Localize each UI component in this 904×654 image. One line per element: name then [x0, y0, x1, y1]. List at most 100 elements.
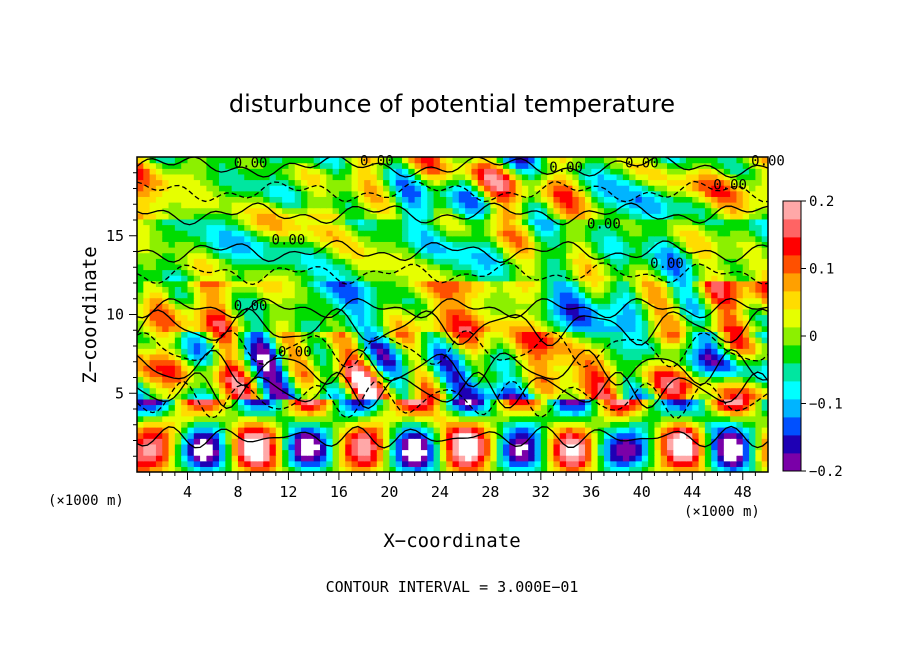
heatmap-cell — [755, 269, 763, 276]
heatmap-cell — [383, 218, 390, 226]
heatmap-cell — [654, 263, 662, 271]
heatmap-cell — [383, 297, 390, 304]
heatmap-cell — [698, 224, 706, 231]
heatmap-cell — [332, 314, 340, 321]
heatmap-cell — [730, 387, 738, 394]
heatmap-cell — [326, 275, 334, 282]
heatmap-cell — [547, 196, 555, 203]
heatmap-cell — [364, 370, 372, 377]
heatmap-cell — [301, 404, 308, 411]
heatmap-cell — [685, 196, 693, 203]
heatmap-cell — [547, 314, 555, 321]
heatmap-cell — [648, 432, 656, 439]
heatmap-cell — [395, 443, 403, 451]
heatmap-cell — [364, 269, 372, 276]
heatmap-cell — [641, 247, 649, 254]
heatmap-cell — [212, 325, 220, 332]
heatmap-cell — [282, 410, 290, 417]
heatmap-cell — [433, 230, 441, 237]
heatmap-cell — [408, 320, 416, 327]
heatmap-cell — [168, 325, 176, 332]
heatmap-cell — [307, 292, 315, 299]
heatmap-cell — [534, 365, 542, 372]
heatmap-cell — [711, 415, 719, 422]
heatmap-cell — [206, 353, 214, 361]
heatmap-cell — [566, 230, 573, 237]
heatmap-cell — [641, 449, 649, 456]
heatmap-cell — [351, 342, 359, 349]
heatmap-cell — [383, 455, 390, 462]
heatmap-cell — [383, 269, 390, 276]
heatmap-cell — [717, 382, 725, 389]
heatmap-cell — [288, 247, 296, 254]
heatmap-cell — [490, 308, 498, 316]
heatmap-cell — [433, 359, 441, 366]
heatmap-cell — [610, 455, 618, 462]
heatmap-cell — [742, 235, 750, 242]
heatmap-cell — [319, 353, 327, 361]
heatmap-cell — [547, 241, 555, 248]
heatmap-cell — [219, 314, 226, 321]
heatmap-cell — [723, 303, 731, 310]
heatmap-cell — [256, 196, 264, 203]
heatmap-cell — [319, 421, 327, 428]
heatmap-cell — [591, 353, 599, 361]
heatmap-cell — [395, 286, 403, 293]
heatmap-cell — [502, 348, 510, 355]
heatmap-cell — [755, 382, 763, 389]
heatmap-cell — [168, 432, 176, 439]
heatmap-cell — [629, 308, 637, 316]
heatmap-cell — [477, 398, 485, 406]
heatmap-cell — [162, 314, 170, 321]
heatmap-cell — [294, 314, 302, 321]
heatmap-cell — [641, 438, 649, 445]
heatmap-cell — [244, 280, 252, 287]
heatmap-cell — [704, 421, 712, 428]
heatmap-cell — [219, 359, 226, 366]
heatmap-cell — [282, 280, 290, 287]
heatmap-cell — [629, 269, 637, 276]
heatmap-cell — [420, 382, 428, 389]
heatmap-cell — [263, 263, 271, 271]
heatmap-cell — [477, 325, 485, 332]
heatmap-cell — [275, 404, 283, 411]
heatmap-cell — [578, 387, 586, 394]
heatmap-cell — [477, 427, 485, 434]
heatmap-cell — [181, 365, 189, 372]
heatmap-cell — [200, 432, 208, 439]
heatmap-cell — [736, 247, 744, 254]
heatmap-cell — [616, 370, 624, 377]
heatmap-cell — [742, 410, 750, 417]
heatmap-cell — [490, 438, 498, 445]
heatmap-cell — [269, 218, 277, 226]
heatmap-cell — [319, 443, 327, 451]
heatmap-cell — [496, 280, 504, 287]
heatmap-cell — [534, 235, 542, 242]
heatmap-cell — [452, 466, 460, 472]
heatmap-cell — [433, 353, 441, 361]
heatmap-cell — [654, 218, 662, 226]
heatmap-cell — [345, 325, 353, 332]
heatmap-cell — [225, 359, 233, 366]
heatmap-cell — [402, 404, 409, 411]
heatmap-cell — [742, 213, 750, 220]
heatmap-cell — [402, 241, 409, 248]
heatmap-cell — [301, 370, 308, 377]
heatmap-cell — [370, 337, 378, 344]
heatmap-cell — [162, 427, 170, 434]
heatmap-cell — [698, 190, 706, 197]
heatmap-cell — [313, 466, 321, 472]
heatmap-cell — [275, 387, 283, 394]
heatmap-cell — [143, 337, 151, 344]
heatmap-cell — [559, 449, 567, 456]
heatmap-cell — [528, 331, 536, 338]
heatmap-cell — [629, 432, 637, 439]
heatmap-cell — [673, 320, 681, 327]
heatmap-cell — [332, 365, 340, 372]
heatmap-cell — [610, 190, 618, 197]
heatmap-cell — [326, 303, 334, 310]
heatmap-cell — [231, 393, 239, 400]
heatmap-cell — [547, 303, 555, 310]
heatmap-cell — [585, 359, 592, 366]
heatmap-cell — [692, 247, 700, 254]
